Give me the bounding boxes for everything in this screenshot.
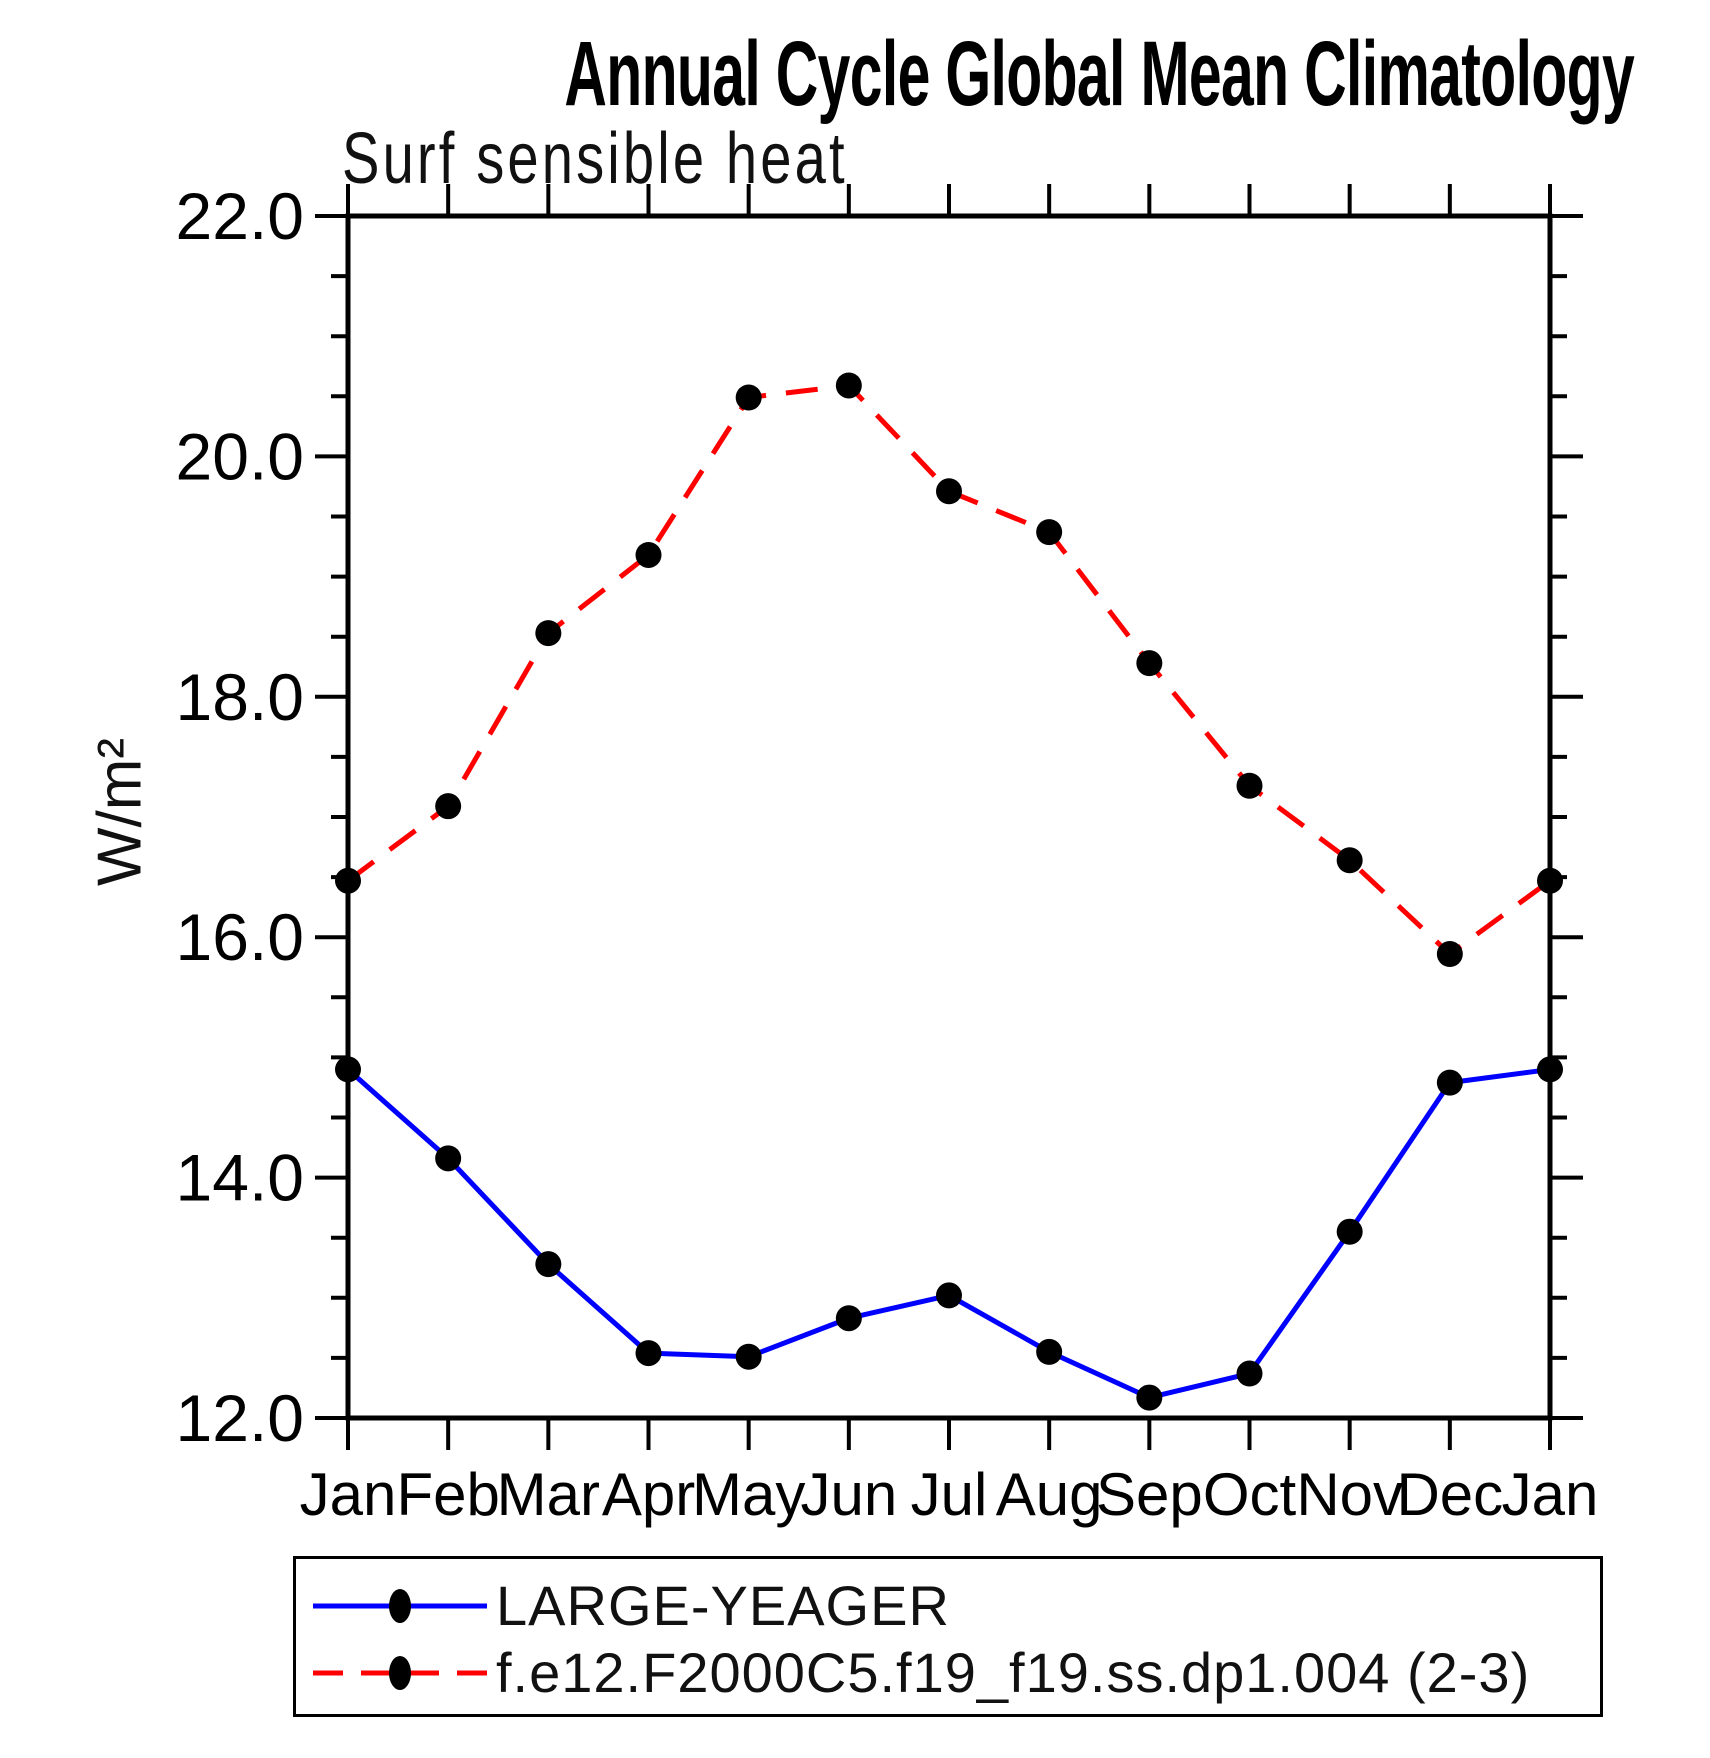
data-point-marker: [635, 1340, 662, 1367]
data-point-marker: [1236, 772, 1263, 799]
data-point-marker: [435, 1145, 462, 1172]
data-point-marker: [335, 1056, 361, 1083]
legend: LARGE-YEAGER f.e12.F2000C5.f19_f19.ss.dp…: [293, 1556, 1603, 1717]
data-point-marker: [1336, 1218, 1363, 1245]
data-point-marker: [936, 1282, 962, 1309]
x-tick-label: Jul: [911, 1461, 988, 1528]
series-line-1: [346, 1066, 1551, 1401]
y-tick-label: 22.0: [176, 179, 304, 253]
data-point-marker: [1136, 650, 1163, 677]
series-line-2: [346, 382, 1552, 957]
data-point-marker: [936, 478, 962, 505]
plot-frame: [345, 213, 1553, 1421]
data-point-marker: [735, 384, 762, 411]
data-point-marker: [835, 372, 862, 399]
x-tick-label: May: [692, 1461, 805, 1528]
y-tick-label: 18.0: [176, 660, 304, 734]
x-tick-label: Mar: [497, 1461, 600, 1528]
data-point-marker: [1336, 847, 1363, 874]
legend-marker-dot: [389, 1655, 411, 1690]
data-point-marker: [735, 1343, 762, 1370]
x-tick-label: Apr: [602, 1461, 695, 1528]
x-tick-label: Jan: [1502, 1461, 1599, 1528]
x-tick-label: Sep: [1096, 1461, 1203, 1528]
data-point-marker: [1436, 1069, 1463, 1096]
y-tick-label: 12.0: [176, 1381, 304, 1455]
legend-line-sample-dashed: [313, 1655, 487, 1690]
x-tick-label: Dec: [1396, 1461, 1503, 1528]
legend-line-sample-solid: [313, 1588, 487, 1623]
y-tick-label: 20.0: [176, 419, 304, 493]
data-point-marker: [435, 793, 462, 820]
x-tick-label: Jun: [800, 1461, 897, 1528]
chart-subtitle: Surf sensible heat: [342, 119, 848, 199]
legend-entry-large-yeager: LARGE-YEAGER: [310, 1573, 1600, 1638]
data-point-marker: [1036, 519, 1063, 546]
legend-entry-model-run: f.e12.F2000C5.f19_f19.ss.dp1.004 (2-3): [310, 1640, 1600, 1705]
data-point-marker: [1236, 1360, 1263, 1387]
legend-label-2: f.e12.F2000C5.f19_f19.ss.dp1.004 (2-3): [496, 1641, 1531, 1704]
data-point-marker: [535, 1251, 562, 1278]
data-point-marker: [835, 1305, 862, 1332]
legend-marker-dot: [389, 1588, 411, 1623]
data-point-marker: [535, 620, 562, 647]
data-point-marker: [1036, 1338, 1063, 1365]
x-tick-label: Feb: [396, 1461, 499, 1528]
data-point-marker: [635, 541, 662, 568]
legend-label-1: LARGE-YEAGER: [496, 1574, 950, 1637]
data-point-marker: [335, 867, 361, 894]
data-point-marker: [1537, 867, 1563, 894]
x-tick-label: Jan: [300, 1461, 397, 1528]
y-tick-label: 14.0: [176, 1141, 304, 1215]
data-point-marker: [1436, 941, 1463, 968]
x-tick-label: Aug: [996, 1461, 1103, 1528]
data-point-marker: [1136, 1384, 1163, 1411]
y-tick-label: 16.0: [176, 900, 304, 974]
data-point-marker: [1537, 1056, 1563, 1083]
x-tick-label: Nov: [1296, 1461, 1403, 1528]
x-tick-label: Oct: [1203, 1461, 1297, 1528]
